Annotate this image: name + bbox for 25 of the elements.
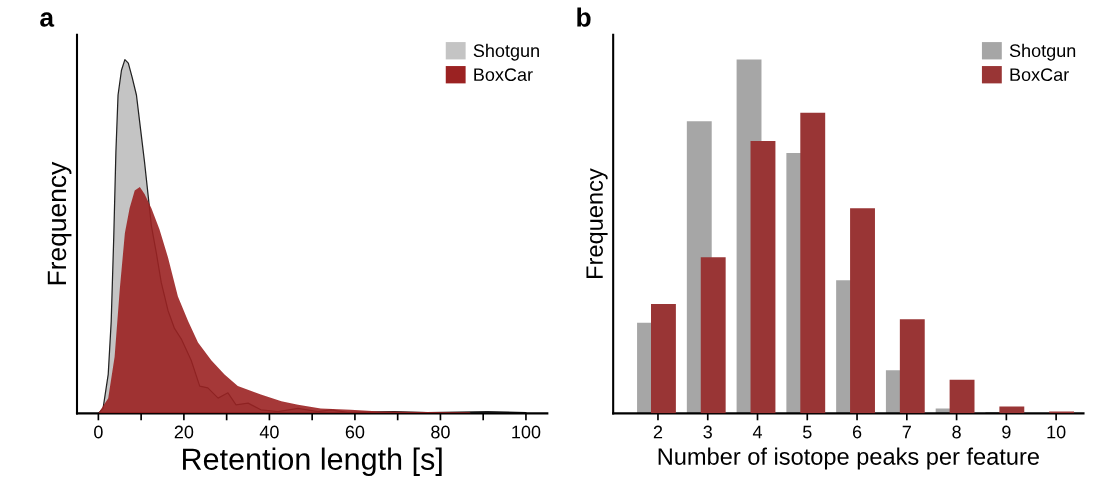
x-tick-label: 9 — [1002, 425, 1011, 439]
legend-label: BoxCar — [474, 68, 533, 82]
x-tick-label: 4 — [752, 425, 762, 439]
x-tick-label: 40 — [259, 425, 279, 439]
x-tick-label: 80 — [431, 425, 450, 439]
x-tick-label: 2 — [653, 425, 663, 439]
x-tick-label: 3 — [703, 425, 712, 439]
chart-title: b — [577, 7, 591, 27]
x-tick-label: 5 — [802, 425, 812, 439]
x-tick-label: 7 — [902, 425, 911, 439]
legend-label: Shotgun — [1009, 43, 1076, 61]
y-axis-title: Frequency — [586, 168, 608, 278]
x-tick-label: 60 — [345, 425, 365, 439]
x-tick-label: 8 — [952, 425, 961, 439]
x-axis-title: Number of isotope peaks per feature — [658, 447, 1039, 470]
chart-title: a — [40, 12, 55, 27]
x-tick-label: 6 — [852, 425, 862, 439]
legend-label: BoxCar — [1010, 68, 1069, 82]
x-tick-label: 0 — [94, 425, 103, 439]
legend-label: Shotgun — [473, 43, 539, 61]
x-tick-label: 20 — [174, 425, 194, 439]
x-tick-label: 100 — [512, 425, 541, 439]
y-axis-title: Frequency — [47, 161, 72, 285]
x-tick-label: 10 — [1047, 425, 1066, 439]
x-axis-title: Retention length [s] — [183, 447, 442, 477]
